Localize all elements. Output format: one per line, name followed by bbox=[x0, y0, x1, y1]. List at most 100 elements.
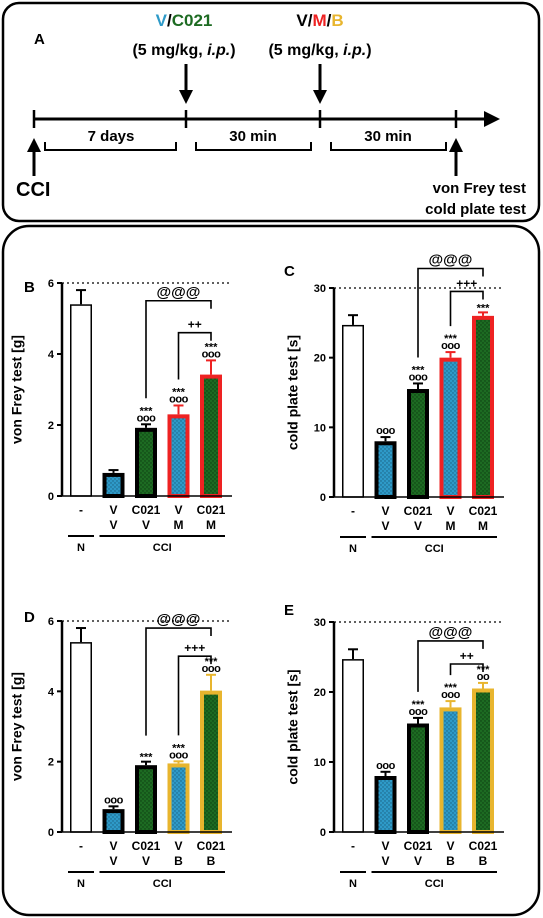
x-tick-label-bottom: B bbox=[174, 854, 183, 868]
significance-circles: ooo bbox=[169, 749, 188, 761]
significance-bracket bbox=[449, 663, 484, 676]
y-tick-label: 0 bbox=[320, 827, 326, 839]
bar bbox=[472, 688, 494, 834]
x-tick-label-top: C021 bbox=[404, 839, 433, 853]
ip1-text: i.p. bbox=[207, 42, 230, 59]
significance-stars: *** bbox=[205, 341, 219, 353]
label-v: V bbox=[156, 11, 168, 30]
x-tick-label-bottom: M bbox=[446, 519, 456, 533]
timeline-axis bbox=[32, 110, 500, 128]
y-tick-label: 30 bbox=[314, 617, 326, 629]
x-tick-label-top: C021 bbox=[197, 503, 226, 517]
label-slash3: / bbox=[327, 11, 332, 30]
group-label-n: N bbox=[77, 878, 85, 890]
significance-circles: ooo bbox=[441, 689, 460, 701]
panel-label: C bbox=[284, 263, 295, 280]
bar bbox=[102, 472, 125, 498]
x-tick-label-bottom: V bbox=[109, 854, 117, 868]
significance-circles: ooo bbox=[202, 663, 221, 675]
y-tick-label: 0 bbox=[48, 491, 54, 503]
label-c021: C021 bbox=[172, 11, 213, 30]
significance-stars: *** bbox=[477, 664, 491, 676]
significance-stars: *** bbox=[412, 364, 426, 376]
x-tick-label-bottom: V bbox=[381, 854, 389, 868]
significance-stars: *** bbox=[172, 386, 186, 398]
x-tick-label-bottom: V bbox=[142, 518, 150, 532]
y-axis-label: cold plate test [s] bbox=[285, 335, 301, 450]
significance-bracket bbox=[145, 627, 212, 736]
x-tick-label-bottom: B bbox=[207, 854, 216, 868]
y-axis-label: cold plate test [s] bbox=[285, 669, 301, 784]
x-tick-label-bottom: V bbox=[381, 519, 389, 533]
bar bbox=[70, 642, 92, 833]
bar bbox=[200, 374, 222, 498]
up-arrow-icon bbox=[27, 138, 41, 176]
x-tick-label-bottom: B bbox=[446, 854, 455, 868]
dose2-text: (5 mg/kg, bbox=[268, 42, 343, 59]
y-tick-label: 4 bbox=[48, 349, 55, 361]
bar bbox=[342, 659, 364, 833]
timeline-start-cci: CCI bbox=[16, 179, 50, 201]
x-tick-label-bottom: M bbox=[174, 518, 184, 532]
bar bbox=[439, 357, 462, 499]
x-tick-label-top: C021 bbox=[132, 503, 161, 517]
significance-circles: ooo bbox=[376, 425, 395, 437]
interval-30-min-1: 30 min bbox=[229, 128, 277, 145]
significance-bracket bbox=[177, 331, 212, 380]
x-tick-label-top: V bbox=[381, 504, 389, 518]
bar bbox=[407, 389, 429, 499]
x-tick-label-bottom: V bbox=[109, 518, 117, 532]
y-tick-label: 20 bbox=[314, 353, 326, 365]
x-tick-label-bottom: M bbox=[206, 518, 216, 532]
panel-label: E bbox=[284, 602, 294, 619]
x-tick-label-top: C021 bbox=[469, 839, 498, 853]
bracket-label: +++ bbox=[456, 276, 477, 290]
label-v2: V bbox=[296, 11, 308, 30]
x-tick-label-top: - bbox=[351, 839, 355, 853]
y-axis-label: von Frey test [g] bbox=[9, 335, 25, 444]
y-tick-label: 4 bbox=[48, 686, 55, 698]
bar bbox=[439, 707, 462, 835]
significance-circles: ooo bbox=[441, 340, 460, 352]
y-tick-label: 6 bbox=[48, 278, 54, 290]
significance-stars: *** bbox=[477, 302, 491, 314]
significance-circles: ooo bbox=[409, 706, 428, 718]
significance-bracket bbox=[449, 290, 484, 327]
timeline-treatment2-title: V/M/B bbox=[296, 11, 343, 30]
bar bbox=[374, 776, 397, 834]
significance-circles: oo bbox=[477, 671, 490, 683]
down-arrow-icon bbox=[179, 64, 193, 104]
bracket-label: @@@ bbox=[429, 251, 473, 268]
x-tick-label-top: V bbox=[174, 503, 182, 517]
x-tick-label-bottom: M bbox=[478, 519, 488, 533]
interval-30-min-2: 30 min bbox=[364, 128, 412, 145]
down-arrow-icon bbox=[313, 64, 327, 104]
x-tick-label-top: V bbox=[381, 839, 389, 853]
significance-bracket bbox=[417, 267, 484, 358]
x-tick-label-bottom: V bbox=[414, 519, 422, 533]
bar bbox=[70, 304, 92, 497]
significance-circles: ooo bbox=[104, 794, 123, 806]
x-tick-label-top: - bbox=[79, 839, 83, 853]
panel-label-a: A bbox=[34, 31, 45, 48]
close1-text: ) bbox=[230, 42, 235, 59]
significance-stars: *** bbox=[444, 682, 458, 694]
ip2-text: i.p. bbox=[343, 42, 366, 59]
significance-stars: *** bbox=[140, 752, 154, 764]
timeline-test1: von Frey test bbox=[433, 180, 526, 197]
bracket-label: ++ bbox=[460, 649, 474, 663]
timeline-treatment1-dose: (5 mg/kg, i.p.) bbox=[132, 42, 235, 59]
significance-circles: ooo bbox=[376, 760, 395, 772]
bar bbox=[200, 690, 222, 834]
bracket-label: ++ bbox=[188, 318, 202, 332]
x-tick-label-top: V bbox=[109, 839, 117, 853]
bar bbox=[135, 765, 157, 835]
label-b: B bbox=[331, 11, 343, 30]
significance-stars: *** bbox=[444, 333, 458, 345]
bar bbox=[407, 723, 429, 834]
